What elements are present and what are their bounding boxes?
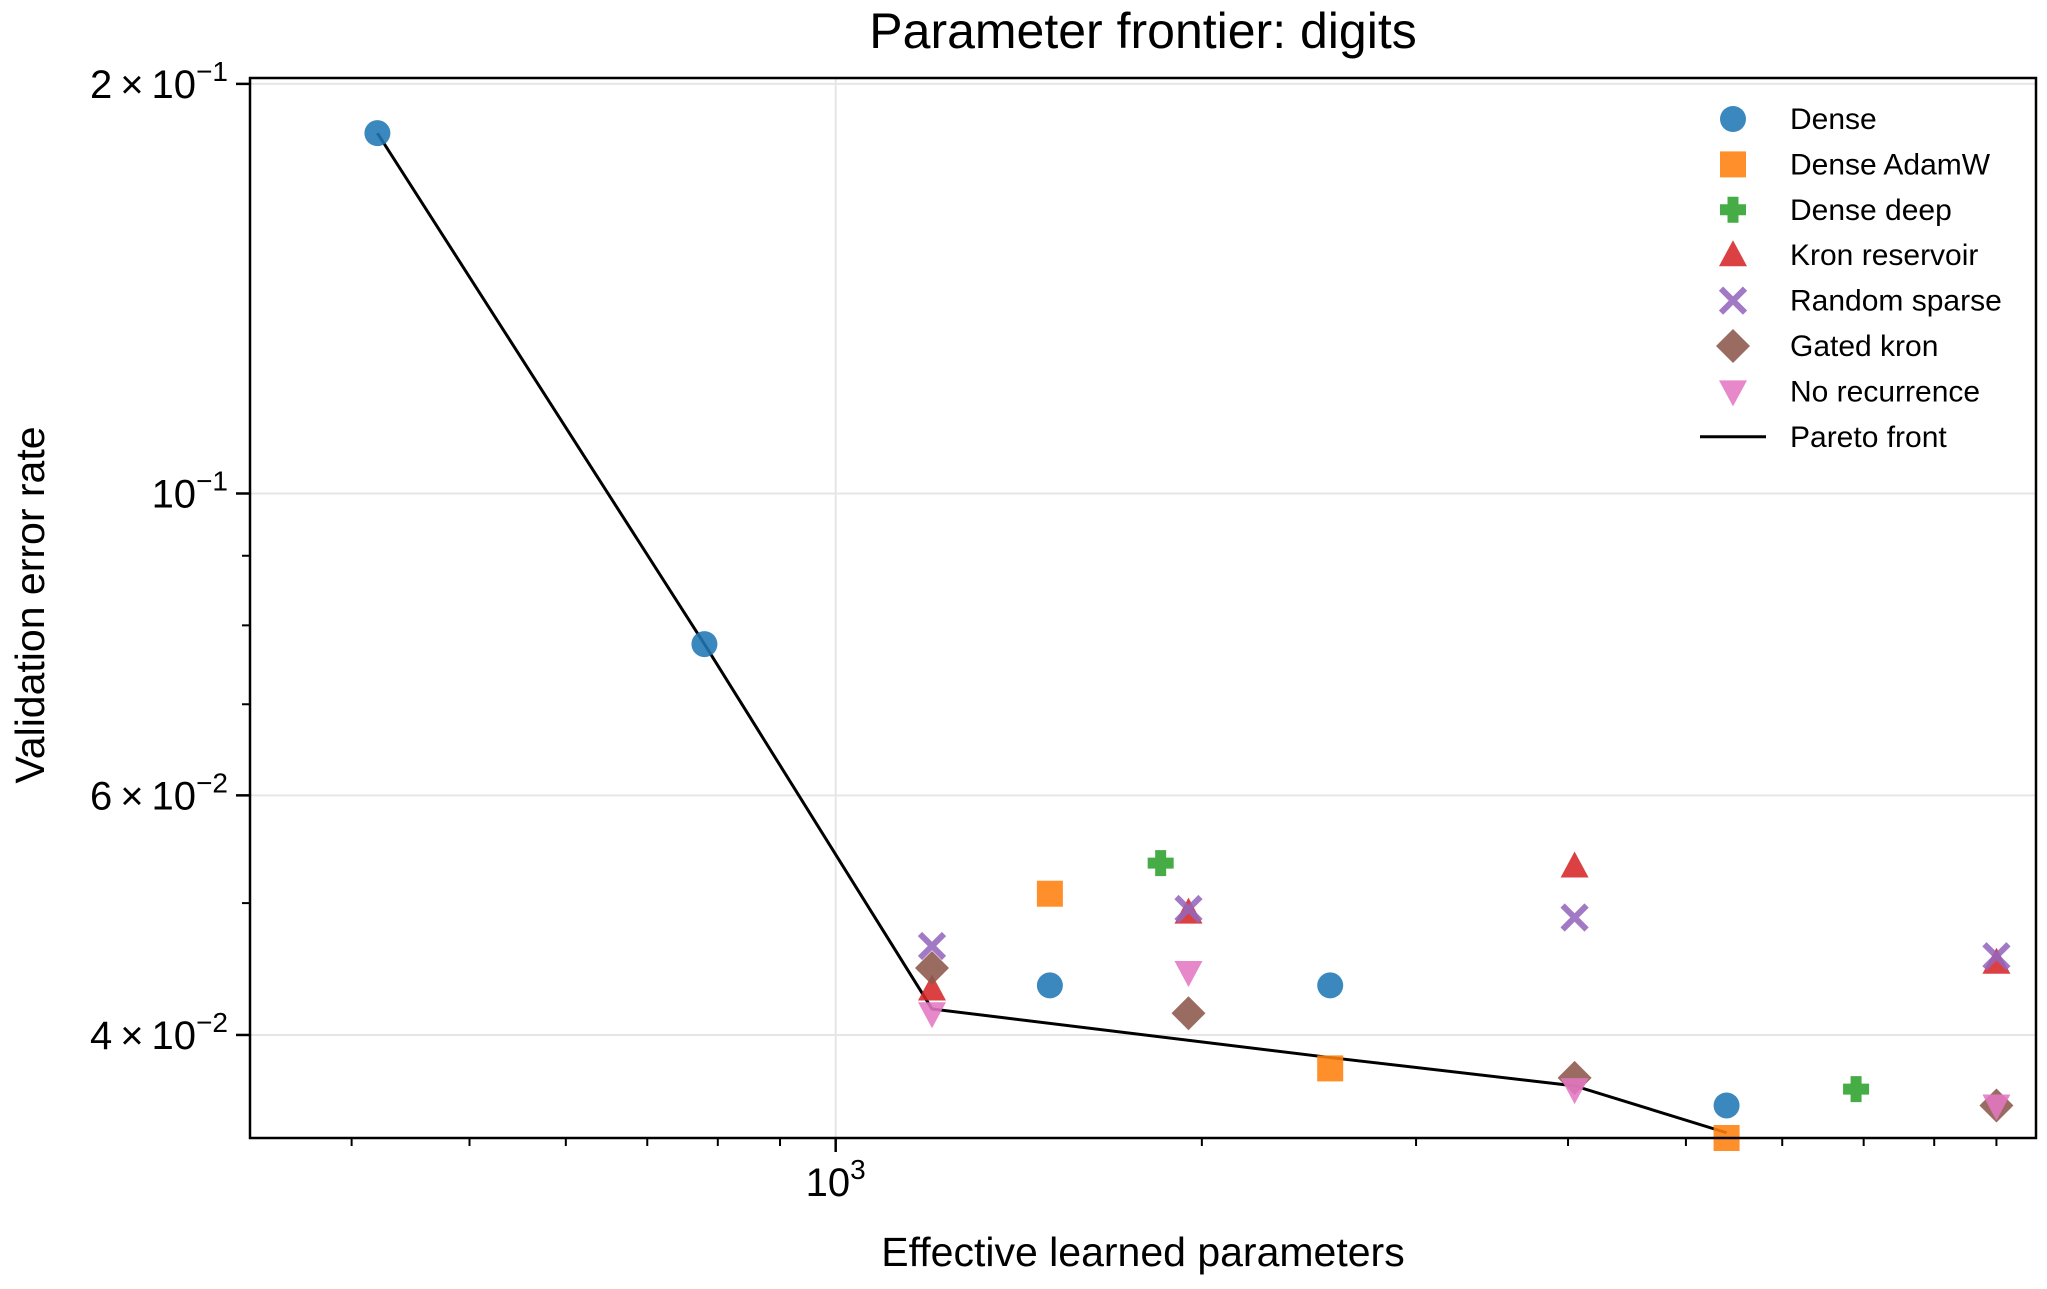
data-point-dense [1713,1092,1740,1119]
legend-label: Dense deep [1790,194,1952,227]
legend-item-random-sparse: Random sparse [1718,285,2002,318]
legend-marker-random-sparse [1718,286,1748,315]
data-point-random-sparse [1560,903,1589,932]
legend-marker-gated-kron [1716,329,1750,363]
legend-item-dense-deep: Dense deep [1720,194,1952,227]
legend-marker-dense [1720,106,1746,132]
x-axis-ticks: 103 [350,1138,1998,1205]
y-tick-label: 6 × 10−2 [90,767,228,818]
grid-lines [250,78,2036,1138]
data-point-no-recurrence [1982,1094,2011,1121]
legend-marker-no-recurrence [1719,380,1747,407]
series-kron-reservoir [918,851,2011,1001]
data-point-dense [1317,972,1344,999]
legend-item-dense: Dense [1720,103,1877,136]
data-point-gated-kron [1171,996,1206,1031]
data-point-random-sparse [1174,894,1203,924]
data-point-gated-kron [915,950,949,985]
legend-label: Pareto front [1790,421,1947,454]
legend-item-pareto-front: Pareto front [1700,421,1947,454]
y-tick-label: 2 × 10−1 [90,56,228,107]
data-point-dense [691,631,718,658]
pareto-front-line [376,132,1728,1135]
data-point-dense-deep [1147,850,1174,877]
series-dense-adamw [1036,880,1740,1151]
y-tick-label: 10−1 [152,465,228,516]
data-point-random-sparse [1982,942,2011,971]
legend-item-dense-adamw: Dense AdamW [1720,148,1991,181]
series-random-sparse [917,894,2011,971]
data-point-kron-reservoir [918,974,946,1001]
data-point-dense [1036,972,1063,999]
legend-item-gated-kron: Gated kron [1716,329,1938,363]
legend-marker-kron-reservoir [1719,240,1747,267]
legend-label: No recurrence [1790,375,1980,408]
y-axis-label: Validation error rate [7,426,53,783]
data-point-dense-deep [1843,1076,1870,1103]
x-axis-label: Effective learned parameters [881,1229,1404,1275]
data-point-no-recurrence [918,1002,946,1029]
legend-label: Dense [1790,103,1877,136]
legend-item-kron-reservoir: Kron reservoir [1719,239,1978,272]
series-no-recurrence [918,960,2011,1121]
pareto-front-layer [376,132,1728,1135]
data-point-no-recurrence [1174,960,1203,987]
legend-marker-dense-deep [1720,196,1746,223]
legend-label: Dense AdamW [1790,148,1991,181]
data-point-dense-adamw [1317,1055,1344,1082]
legend-label: Random sparse [1790,285,2002,318]
y-tick-label: 4 × 10−2 [90,1007,228,1058]
legend-label: Kron reservoir [1790,239,1978,272]
series-dense [364,120,1740,1119]
data-point-dense-adamw [1036,880,1063,907]
legend-item-no-recurrence: No recurrence [1719,375,1980,408]
chart-title: Parameter frontier: digits [869,3,1416,59]
legend: Dense Dense AdamW Dense deep Kron reservoir… [1700,103,2002,454]
series-dense-deep [1147,850,1870,1103]
x-tick-label: 103 [806,1154,866,1205]
legend-marker-dense-adamw [1720,151,1746,178]
data-point-dense [364,120,391,147]
plot-area-frame [248,76,2038,1140]
data-point-random-sparse [917,931,947,961]
data-point-no-recurrence [1560,1078,1589,1105]
y-axis-ticks: 2 × 10−1 10−1 6 × 10−2 4 × 10−2 [90,56,250,1058]
legend-label: Gated kron [1790,330,1938,363]
data-point-kron-reservoir [1560,851,1589,878]
series-gated-kron [915,950,2014,1123]
data-points-layer [364,120,2014,1151]
